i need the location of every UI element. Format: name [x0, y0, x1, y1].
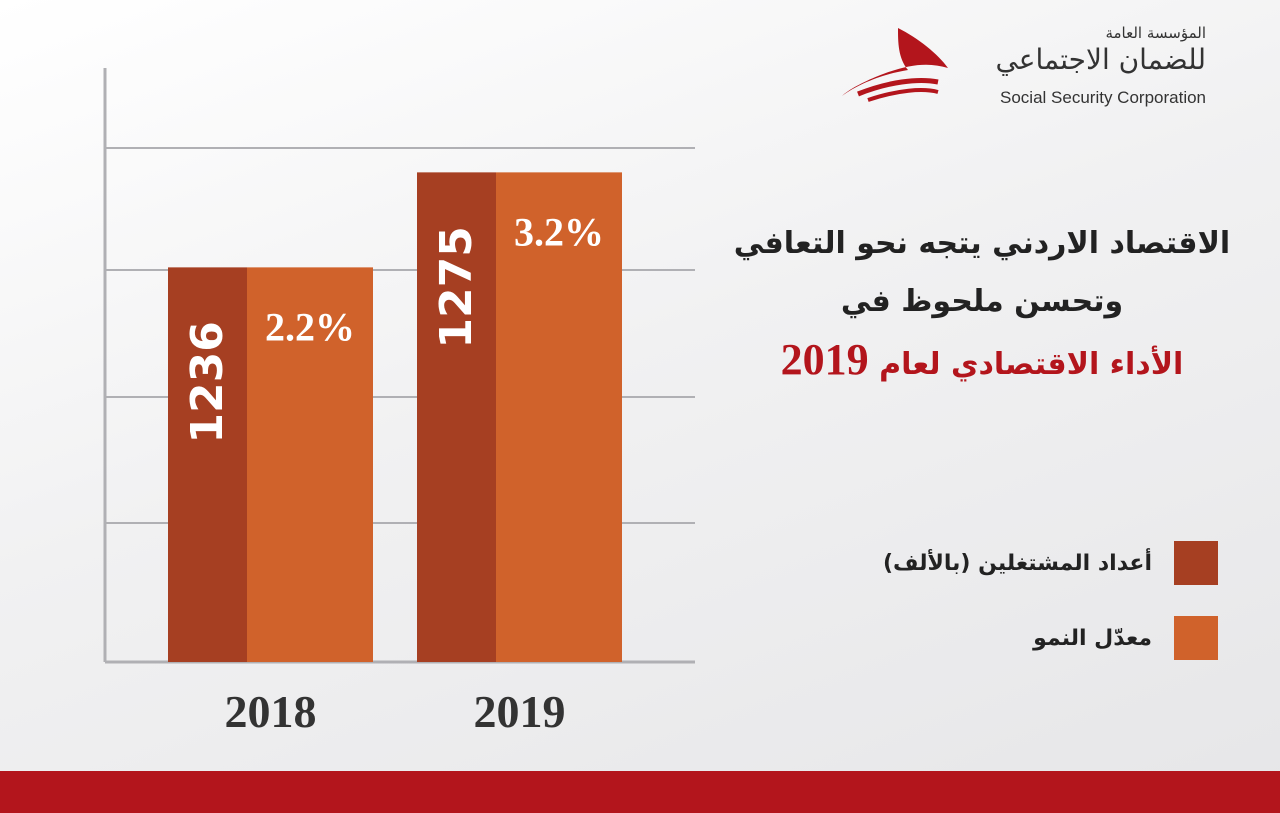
legend-swatch-growth	[1174, 616, 1218, 660]
logo: المؤسسة العامة للضمان الاجتماعي Social S…	[838, 22, 1248, 112]
bar-chart: 1236 2.2% 2018 1275 3.2% 2019	[103, 68, 695, 737]
legend-item-growth: معدّل النمو	[1033, 616, 1218, 660]
logo-english: Social Security Corporation	[1000, 88, 1206, 107]
logo-arabic-line1: المؤسسة العامة	[1105, 24, 1206, 42]
data-label-employed-2018: 1236	[182, 321, 233, 443]
legend-item-employed: أعداد المشتغلين (بالألف)	[883, 541, 1218, 585]
legend-label-employed: أعداد المشتغلين (بالألف)	[883, 550, 1152, 576]
x-tick-label-2019: 2019	[474, 686, 566, 737]
headline-year: 2019	[780, 335, 869, 384]
data-label-employed-2019: 1275	[431, 226, 482, 348]
headline-line2: وتحسن ملحوظ في	[840, 284, 1124, 319]
logo-wing-icon	[842, 28, 948, 102]
logo-arabic-line2: للضمان الاجتماعي	[995, 43, 1206, 76]
x-tick-label-2018: 2018	[225, 686, 317, 737]
footer-bar	[0, 771, 1280, 813]
headline-line3-text: الأداء الاقتصادي لعام	[879, 347, 1184, 382]
data-label-growth-2018: 2.2%	[265, 304, 355, 349]
legend-swatch-employed	[1174, 541, 1218, 585]
bar-growth-2019	[496, 172, 622, 662]
bar-growth-2018	[247, 267, 373, 662]
headline: الاقتصاد الاردني يتجه نحو التعافي وتحسن …	[722, 215, 1242, 394]
legend-label-growth: معدّل النمو	[1033, 625, 1152, 651]
data-label-growth-2019: 3.2%	[514, 209, 604, 254]
headline-line1: الاقتصاد الاردني يتجه نحو التعافي	[733, 226, 1231, 261]
bar-employed-2018	[168, 267, 247, 662]
bar-employed-2019	[417, 172, 496, 662]
headline-line3: الأداء الاقتصادي لعام 2019	[722, 331, 1242, 394]
